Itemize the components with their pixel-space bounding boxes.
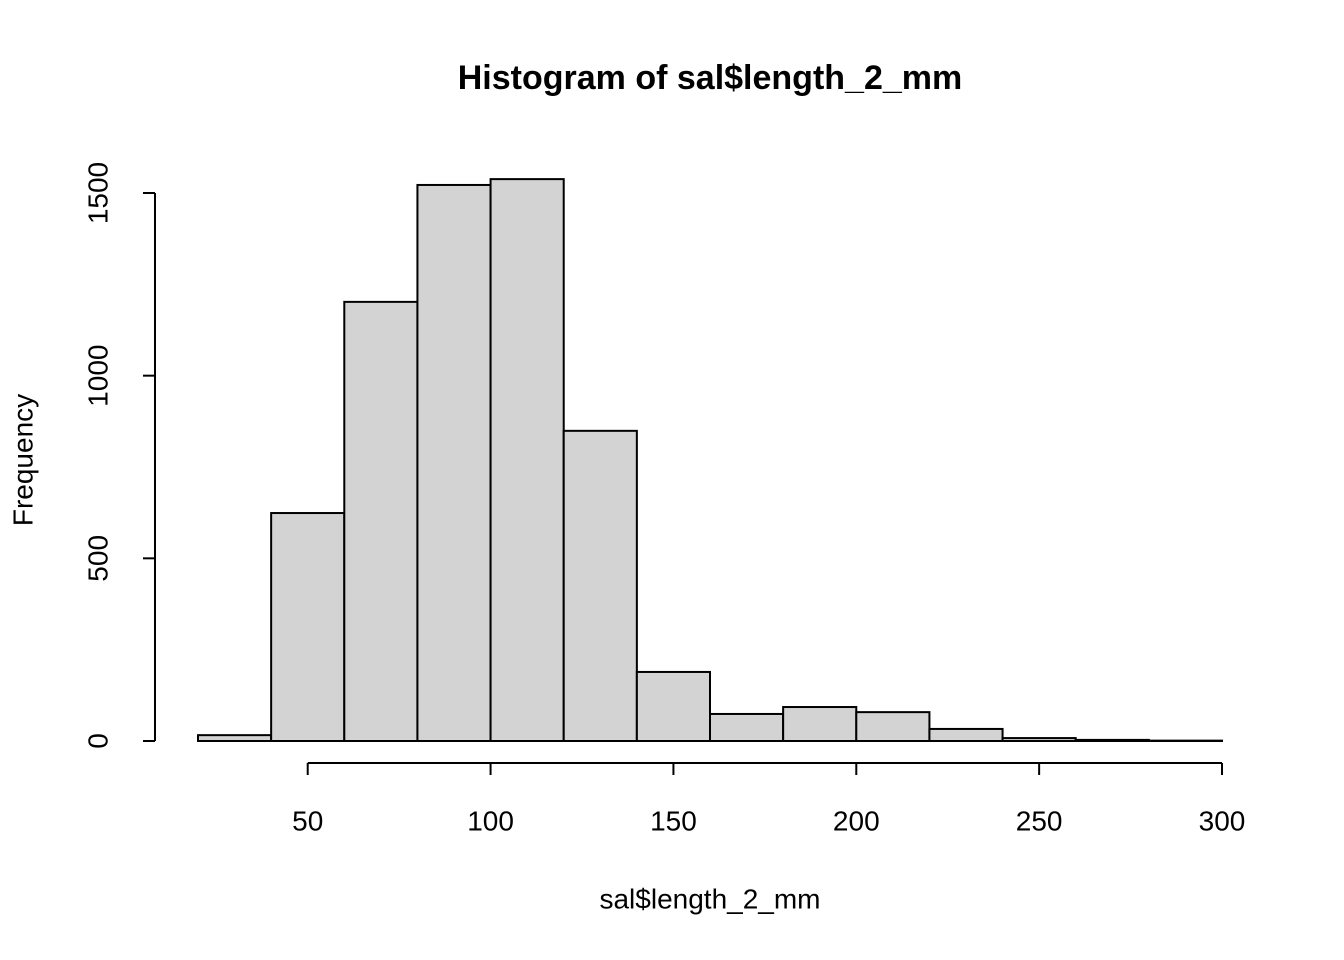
bar (855, 711, 931, 743)
x-tick-label: 50 (292, 805, 323, 836)
bar (635, 670, 711, 743)
x-tick-label: 250 (1016, 805, 1063, 836)
bar (416, 183, 492, 743)
bar (343, 300, 419, 742)
bar (1074, 738, 1150, 742)
bar (489, 178, 565, 743)
y-tick-label: 500 (82, 535, 113, 582)
x-tick-label: 100 (467, 805, 514, 836)
bar (562, 429, 638, 742)
bar (782, 706, 858, 742)
y-tick-label: 1000 (82, 345, 113, 407)
chart-title: Histogram of sal$length_2_mm (458, 59, 962, 97)
y-axis-label: Frequency (7, 394, 38, 526)
y-tick-label: 0 (82, 733, 113, 749)
bar (1001, 737, 1077, 742)
bar (270, 512, 346, 742)
x-tick-label: 200 (833, 805, 880, 836)
x-tick-label: 300 (1199, 805, 1246, 836)
y-tick-label: 1500 (82, 162, 113, 224)
x-tick-label: 150 (650, 805, 697, 836)
bar (928, 727, 1004, 742)
bar (197, 734, 273, 742)
bar (709, 712, 785, 742)
x-axis-label: sal$length_2_mm (599, 883, 820, 914)
